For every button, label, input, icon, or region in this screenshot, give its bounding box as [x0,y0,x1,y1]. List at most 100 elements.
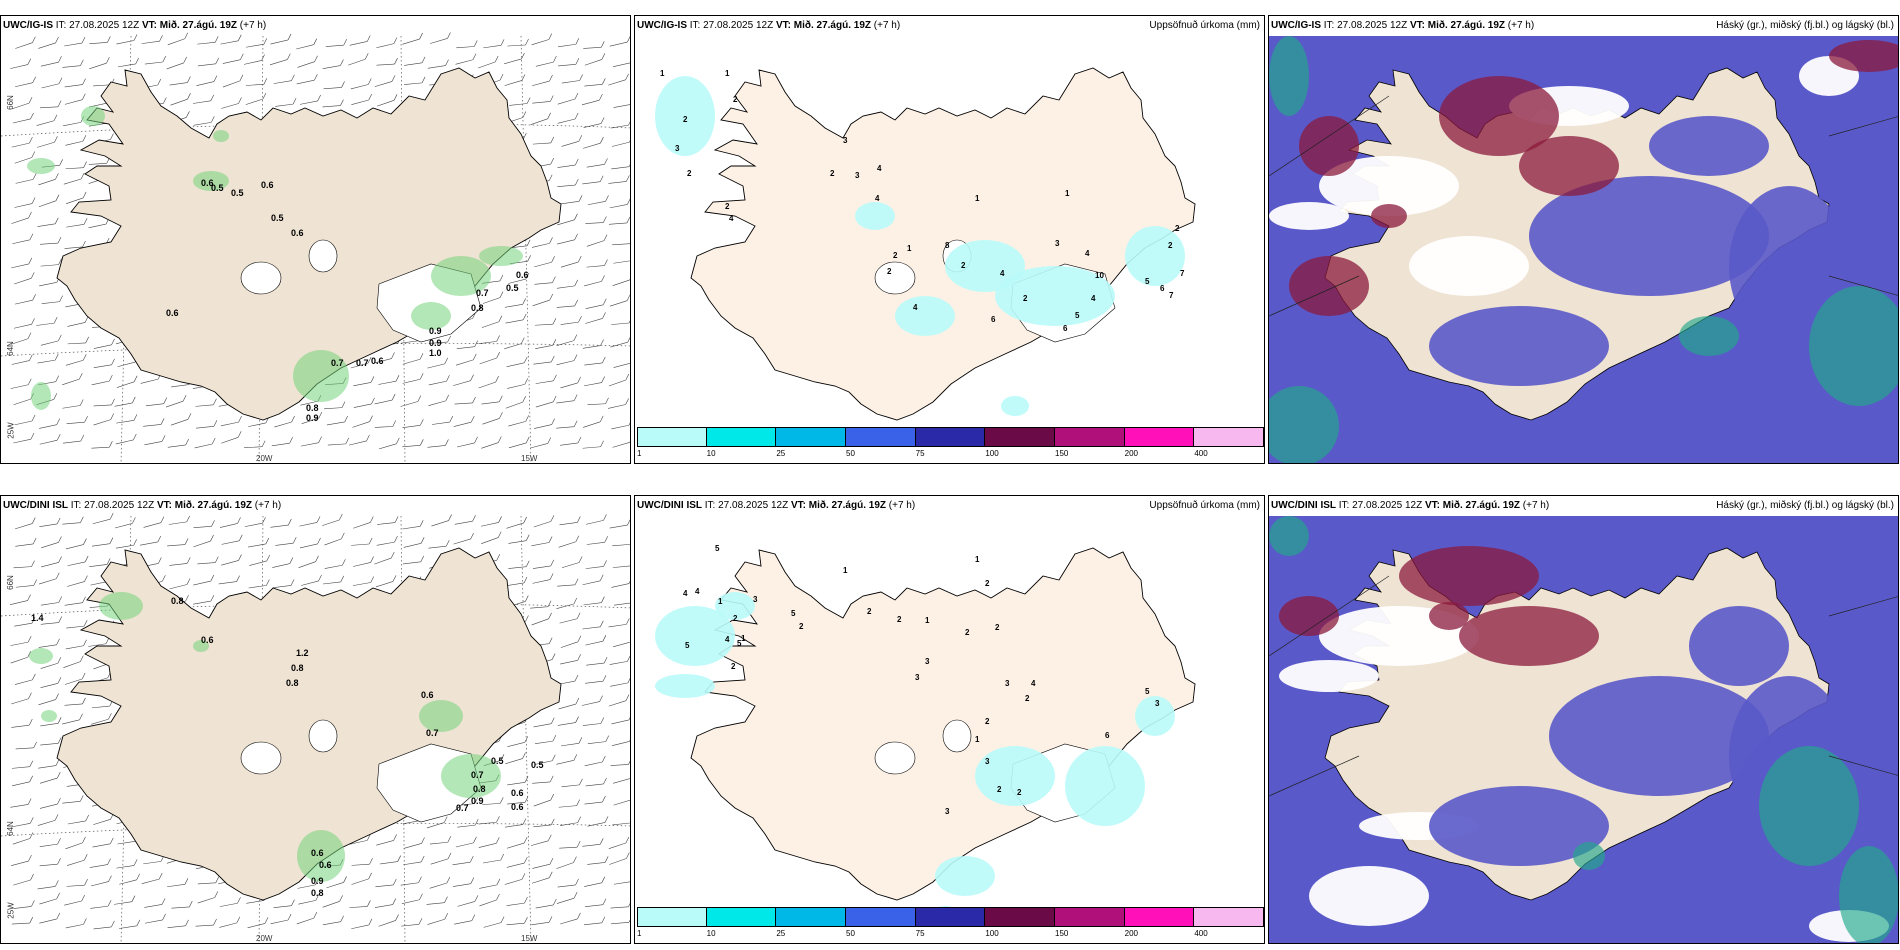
wind-barb-flag [445,439,449,446]
wind-barb-flag [395,375,400,382]
wind-barb-flag [600,440,604,447]
precip-area [41,710,57,722]
colorbar-tick: 150 [1055,449,1069,458]
wind-barb-flag [82,191,87,199]
wind-barb [585,640,603,646]
wind-barb [376,840,394,846]
wind-barb-flag [31,900,35,907]
wind-barb [65,140,83,146]
wind-barb [584,362,603,366]
wind-barb-flag [573,334,578,341]
wind-barb [193,526,212,529]
wind-barb [271,442,290,447]
wind-barb-flag [600,137,604,144]
wind-barb-flag [551,256,555,263]
wind-barb [89,564,108,567]
colorbar-tick: 50 [846,449,855,458]
wind-barb [429,882,447,889]
wind-barb-flag [56,434,61,441]
lon-label-20w: 20W [256,454,273,463]
cloud-map-panel-1[interactable]: UWC/IG-IS IT: 27.08.2025 12Z VT: Mið. 27… [1268,15,1899,464]
wind-barb [402,358,421,365]
wind-barb [583,142,601,149]
wind-barb [192,100,211,104]
wind-barb [93,364,112,369]
wind-barb-flag [552,339,557,346]
wind-barb [93,819,111,825]
wind-barb-flag [550,818,555,826]
wind-barb-flag [32,673,36,681]
wind-barb-flag [57,236,62,244]
wind-barb-flag [392,575,397,582]
wind-barb-flag [343,876,347,883]
mixed-cloud-area [1269,386,1339,463]
wind-barb-flag [364,53,369,60]
wind-barb [65,645,84,650]
precip-title: Uppsöfnuð úrkoma (mm) [1149,500,1260,511]
wind-barb [64,900,82,906]
wind-barb [585,520,604,525]
wind-barb [221,540,240,545]
mid-cloud-area [1729,186,1849,346]
wind-barb [326,421,345,426]
wind-barb [12,118,31,124]
wind-barb [504,58,522,65]
colorbar-tick: 1 [637,929,642,938]
wind-barb [508,540,527,544]
wind-barb [612,822,630,826]
precip-map-panel-1[interactable]: UWC/IG-IS IT: 27.08.2025 12Z VT: Mið. 27… [634,15,1265,464]
wind-barb-flag [500,754,505,761]
value-label: 1 [660,69,665,78]
value-label: 2 [731,662,736,671]
wind-barb [582,181,601,185]
wind-barb-flag [28,854,32,862]
wind-barb-flag [447,335,451,343]
wind-barb-flag [573,394,578,401]
wind-barb-flag [627,336,630,343]
wind-barb-flag [83,218,88,225]
wind-barb-flag [31,318,35,325]
wind-barb [323,87,342,90]
wind-barb [40,602,59,606]
wind-barb [533,723,552,728]
wind-barb-flag [27,594,31,601]
wind-barb [558,703,576,710]
wind-map-panel-1[interactable]: UWC/IG-IS IT: 27.08.2025 12Z VT: Mið. 27… [0,15,631,464]
wind-barb-flag [626,294,630,301]
wind-barb [91,705,110,709]
wind-barb-flag [32,294,36,301]
wind-barb-flag [496,893,500,901]
wind-barb-flag [82,596,86,603]
wind-barb-flag [83,918,87,925]
wind-barb-flag [601,275,605,282]
wind-barb [533,361,552,365]
cloud-map-panel-2[interactable]: UWC/DINI ISL IT: 27.08.2025 12Z VT: Mið.… [1268,495,1899,944]
wind-barb-flag [187,93,191,100]
wind-barb [14,278,32,285]
wind-barb-flag [133,539,137,546]
wind-barb-flag [522,752,526,759]
wind-barb [608,700,627,707]
wind-barb-flag [573,420,578,427]
value-label: 2 [867,607,872,616]
wind-barb [352,421,370,428]
wind-barb-flag [499,797,504,804]
wind-barb-flag [111,920,115,928]
wind-barb-flag [577,376,581,384]
wind-barb-flag [31,151,36,158]
wind-barb [613,799,630,806]
wind-barb-flag [184,32,189,39]
wind-barb [272,563,290,568]
wind-barb-flag [393,37,398,44]
wind-barb-flag [495,376,499,383]
wind-barb [299,522,318,527]
precip-map-panel-2[interactable]: UWC/DINI ISL IT: 27.08.2025 12Z VT: Mið.… [634,495,1265,944]
wind-map-panel-2[interactable]: UWC/DINI ISL IT: 27.08.2025 12Z VT: Mið.… [0,495,631,944]
wind-barb-flag [550,136,555,144]
wind-barb-flag [211,116,215,123]
wind-barb-flag [444,357,449,364]
wind-map-canvas: 0.80.61.41.20.80.80.60.70.5 0.50.70.80.90… [1,513,630,943]
wind-barb [508,442,527,449]
wind-barb-flag [473,40,478,47]
wind-barb [246,43,264,48]
